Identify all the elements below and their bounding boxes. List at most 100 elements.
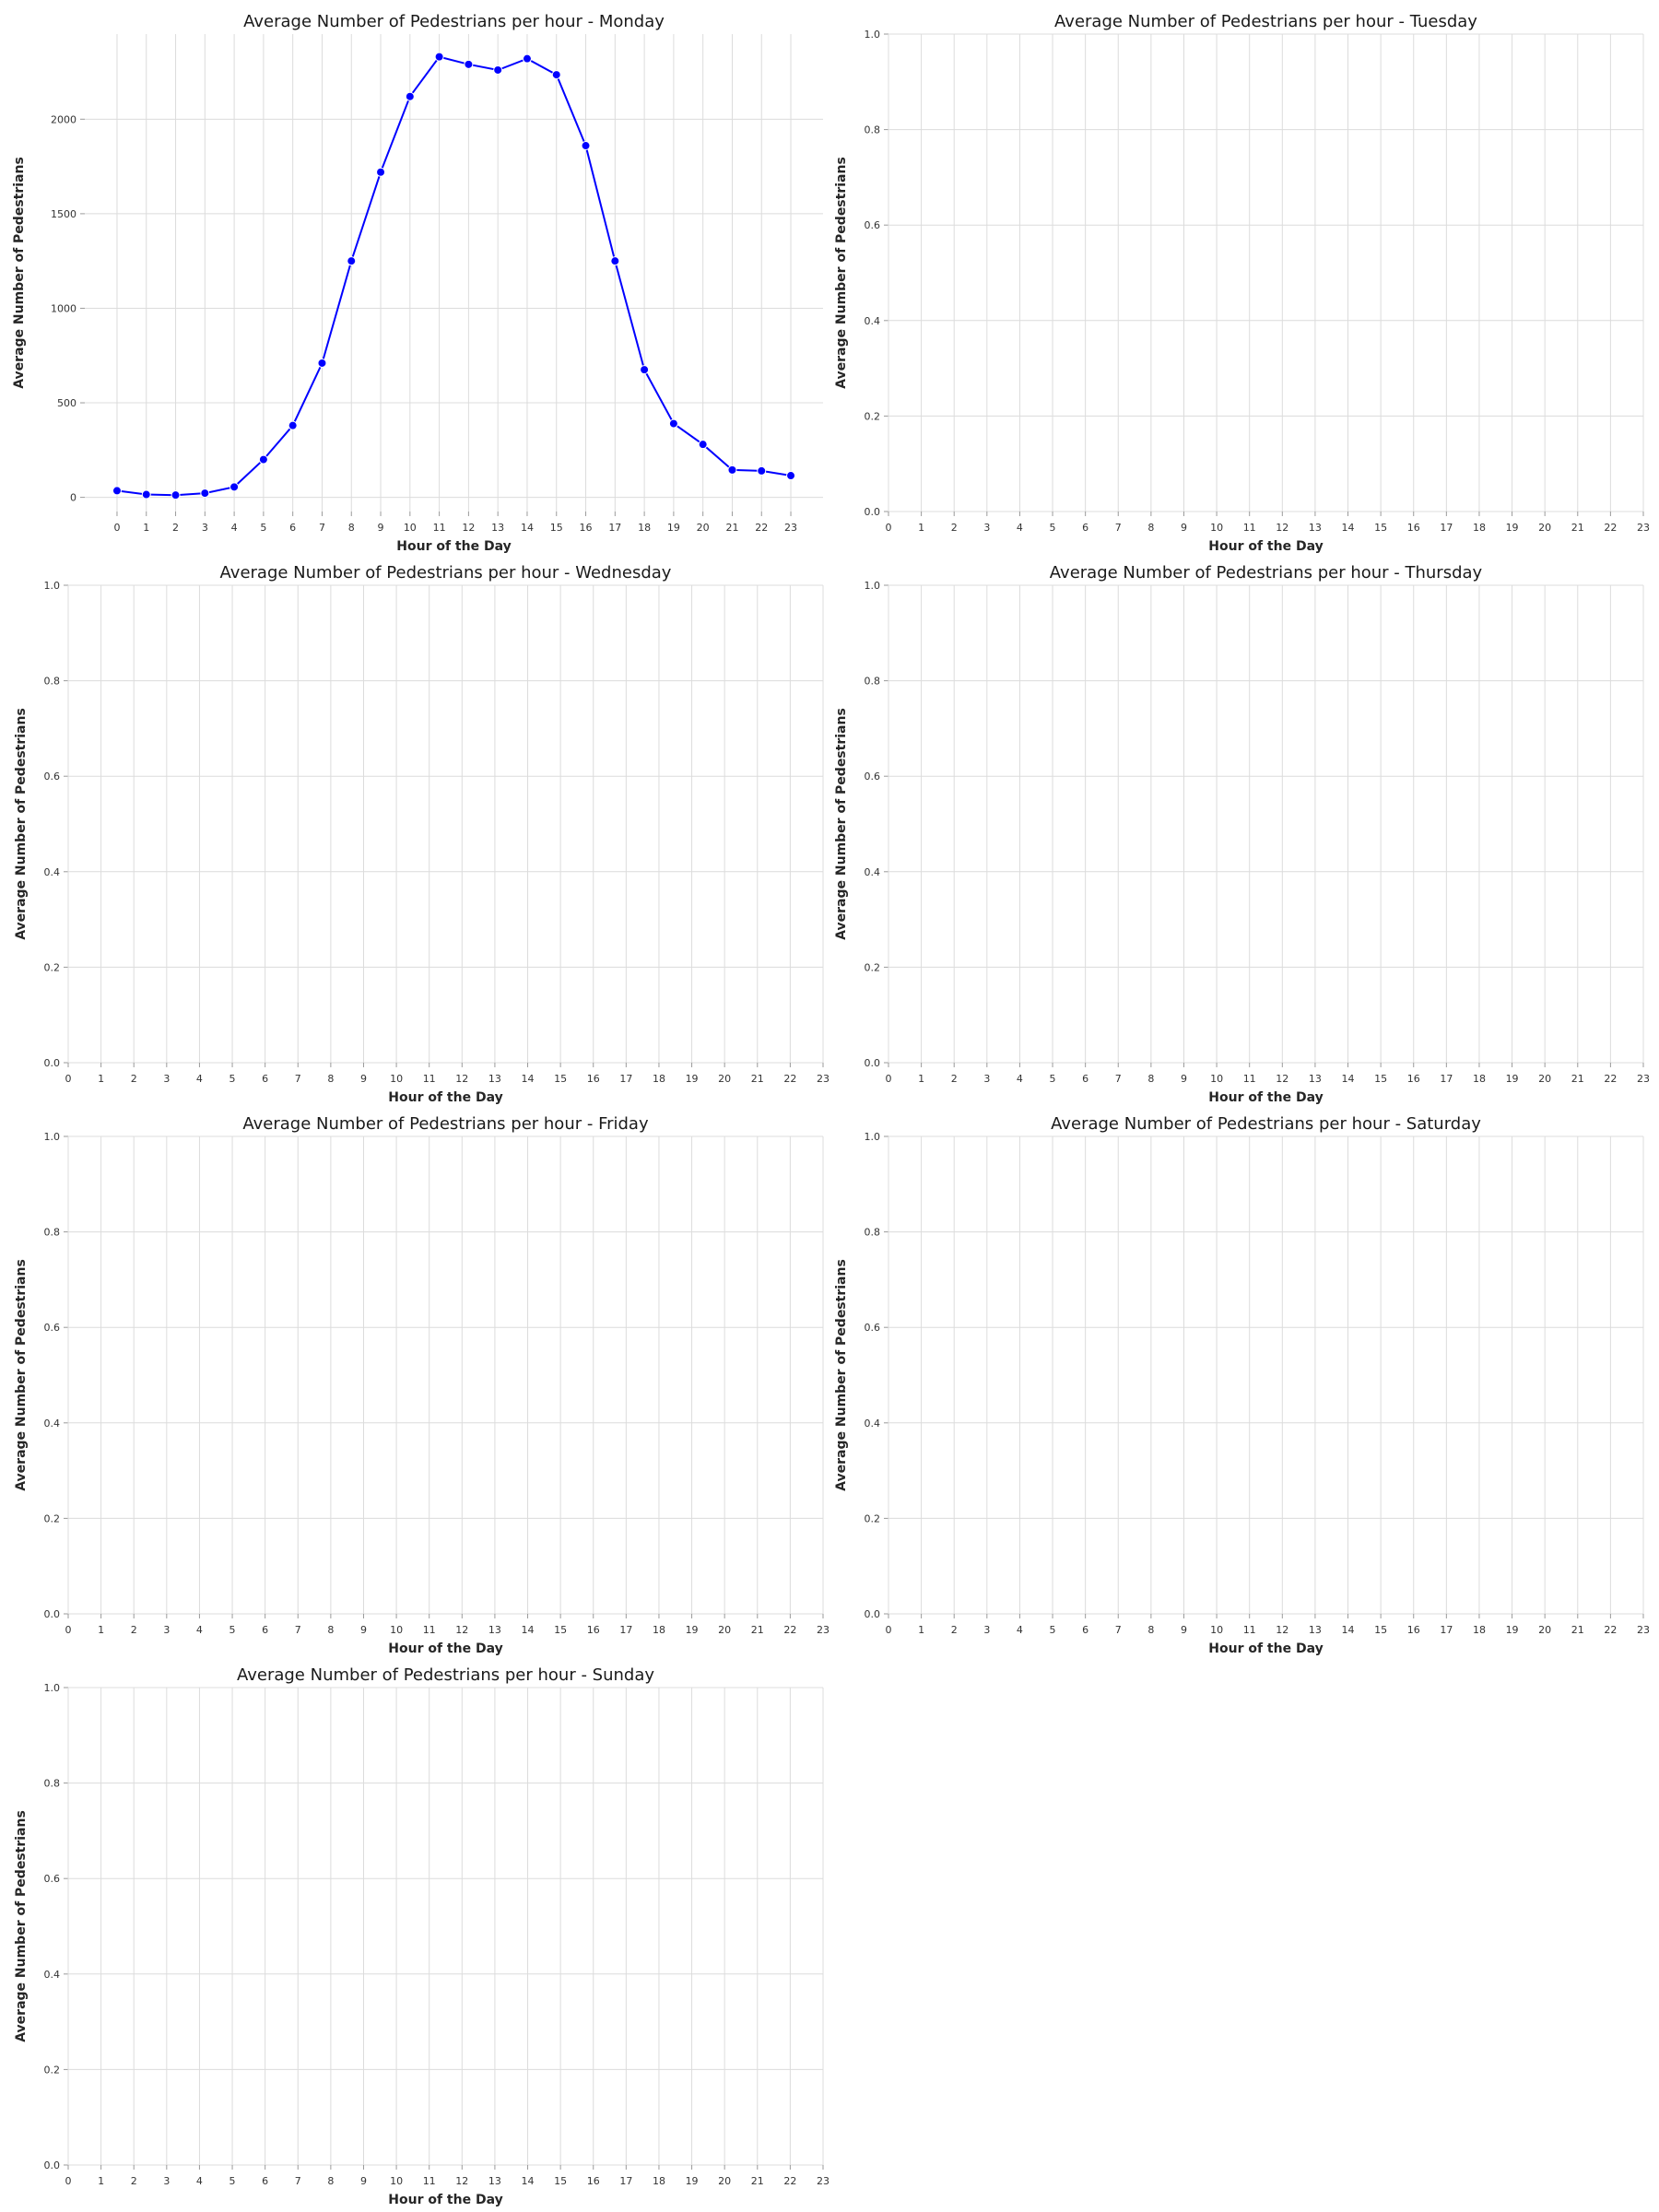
x-tick-label: 18 (638, 522, 651, 534)
x-tick-label: 19 (686, 1073, 699, 1085)
x-tick-label: 0 (886, 522, 892, 534)
y-tick-label: 0.4 (865, 1418, 881, 1430)
x-axis-label: Hour of the Day (388, 1090, 502, 1105)
x-tick-label: 15 (1374, 522, 1387, 534)
x-tick-label: 22 (783, 2175, 796, 2187)
y-axis-label: Average Number of Pedestrians (834, 157, 849, 389)
y-tick-label: 0.8 (865, 676, 881, 688)
x-tick-label: 12 (1276, 1073, 1288, 1085)
x-tick-label: 18 (653, 1073, 665, 1085)
x-axis-label: Hour of the Day (388, 1641, 502, 1656)
x-tick-label: 20 (1538, 522, 1551, 534)
chart-panel-thursday: 0.00.20.40.60.81.00 1 2 3 4 5 6 7 8 9 10 11 12 13 14 15… (834, 563, 1650, 1105)
x-tick-label: 17 (1440, 1624, 1453, 1636)
chart-title: Average Number of Pedestrians per hour -… (1054, 12, 1477, 31)
x-tick-label: 23 (1637, 1073, 1650, 1085)
x-tick-label: 5 (229, 2175, 236, 2187)
x-tick-label: 10 (1210, 1624, 1223, 1636)
x-tick-label: 3 (202, 522, 208, 534)
x-tick-label: 17 (1440, 1073, 1453, 1085)
x-tick-label: 21 (751, 1073, 764, 1085)
y-tick-label: 1.0 (44, 1131, 61, 1143)
x-tick-label: 0 (65, 2175, 72, 2187)
data-point (493, 65, 503, 75)
x-tick-label: 11 (433, 522, 446, 534)
x-tick-label: 3 (163, 1624, 170, 1636)
data-point (464, 59, 474, 69)
x-tick-label: 10 (390, 1073, 403, 1085)
x-tick-label: 0 (65, 1073, 72, 1085)
x-tick-label: 6 (1082, 1624, 1088, 1636)
x-tick-label: 16 (1407, 1624, 1420, 1636)
x-tick-label: 23 (784, 522, 797, 534)
x-tick-label: 21 (1571, 522, 1584, 534)
y-tick-label: 0.0 (865, 506, 881, 518)
x-tick-label: 7 (319, 522, 325, 534)
data-point (551, 70, 561, 80)
x-tick-label: 7 (295, 1073, 301, 1085)
data-point (698, 440, 708, 450)
y-tick-label: 1500 (51, 208, 76, 220)
x-tick-label: 10 (1210, 1073, 1223, 1085)
x-tick-label: 20 (718, 2175, 731, 2187)
x-tick-label: 5 (1050, 1624, 1056, 1636)
x-tick-label: 6 (262, 1073, 268, 1085)
x-tick-label: 6 (289, 522, 296, 534)
data-point (376, 167, 386, 177)
chart-panel-friday: 0.00.20.40.60.81.00 1 2 3 4 5 6 7 8 9 10 11 12 13 14 15… (14, 1114, 830, 1656)
x-tick-label: 11 (423, 1624, 436, 1636)
x-tick-label: 4 (1017, 1624, 1023, 1636)
x-tick-label: 1 (98, 1073, 104, 1085)
y-axis-label: Average Number of Pedestrians (834, 1259, 849, 1491)
x-tick-label: 3 (983, 522, 990, 534)
chart-panel-sunday: 0.00.20.40.60.81.00 1 2 3 4 5 6 7 8 9 10 11 12 13 14 15… (14, 1665, 830, 2207)
x-tick-label: 2 (131, 1624, 137, 1636)
x-tick-label: 9 (1181, 1073, 1187, 1085)
series-line (116, 55, 792, 497)
x-tick-label: 0 (65, 1624, 72, 1636)
x-axis-label: Hour of the Day (1208, 1090, 1323, 1105)
data-point (112, 486, 122, 496)
x-tick-label: 22 (783, 1624, 796, 1636)
x-tick-label: 20 (718, 1624, 731, 1636)
y-tick-label: 0.4 (865, 866, 881, 878)
y-tick-label: 0.8 (44, 1227, 61, 1239)
chart-title: Average Number of Pedestrians per hour -… (237, 1665, 654, 1685)
x-tick-label: 23 (1637, 522, 1650, 534)
x-tick-label: 22 (783, 1073, 796, 1085)
x-tick-label: 23 (817, 1624, 830, 1636)
y-tick-label: 0.6 (44, 1873, 61, 1885)
x-tick-label: 2 (172, 522, 179, 534)
x-tick-label: 8 (1147, 1624, 1154, 1636)
x-tick-label: 3 (983, 1073, 990, 1085)
x-tick-label: 6 (262, 2175, 268, 2187)
x-axis-label: Hour of the Day (396, 539, 511, 554)
x-tick-label: 17 (619, 1624, 632, 1636)
x-tick-label: 7 (295, 2175, 301, 2187)
chart-panel-saturday: 0.00.20.40.60.81.00 1 2 3 4 5 6 7 8 9 10 11 12 13 14 15… (834, 1114, 1650, 1656)
y-tick-label: 0.0 (44, 2159, 61, 2171)
y-tick-label: 1.0 (865, 29, 881, 41)
x-tick-label: 13 (488, 1624, 501, 1636)
x-tick-label: 8 (1147, 1073, 1154, 1085)
x-tick-label: 13 (1309, 522, 1322, 534)
x-tick-label: 14 (522, 1073, 535, 1085)
x-tick-label: 10 (1210, 522, 1223, 534)
chart-title: Average Number of Pedestrians per hour -… (1050, 563, 1483, 582)
x-tick-label: 9 (360, 2175, 367, 2187)
y-tick-label: 0.0 (865, 1057, 881, 1069)
x-tick-label: 4 (231, 522, 238, 534)
x-tick-label: 6 (1082, 1073, 1088, 1085)
x-tick-label: 7 (1115, 522, 1122, 534)
x-tick-label: 20 (1538, 1624, 1551, 1636)
x-tick-label: 2 (951, 522, 958, 534)
x-tick-label: 0 (113, 522, 120, 534)
y-tick-label: 0.8 (44, 676, 61, 688)
x-tick-label: 15 (550, 522, 563, 534)
x-tick-label: 14 (521, 522, 534, 534)
x-tick-label: 14 (1342, 1624, 1355, 1636)
x-tick-label: 15 (554, 1073, 567, 1085)
x-tick-label: 18 (653, 2175, 665, 2187)
y-tick-label: 0.6 (865, 771, 881, 782)
